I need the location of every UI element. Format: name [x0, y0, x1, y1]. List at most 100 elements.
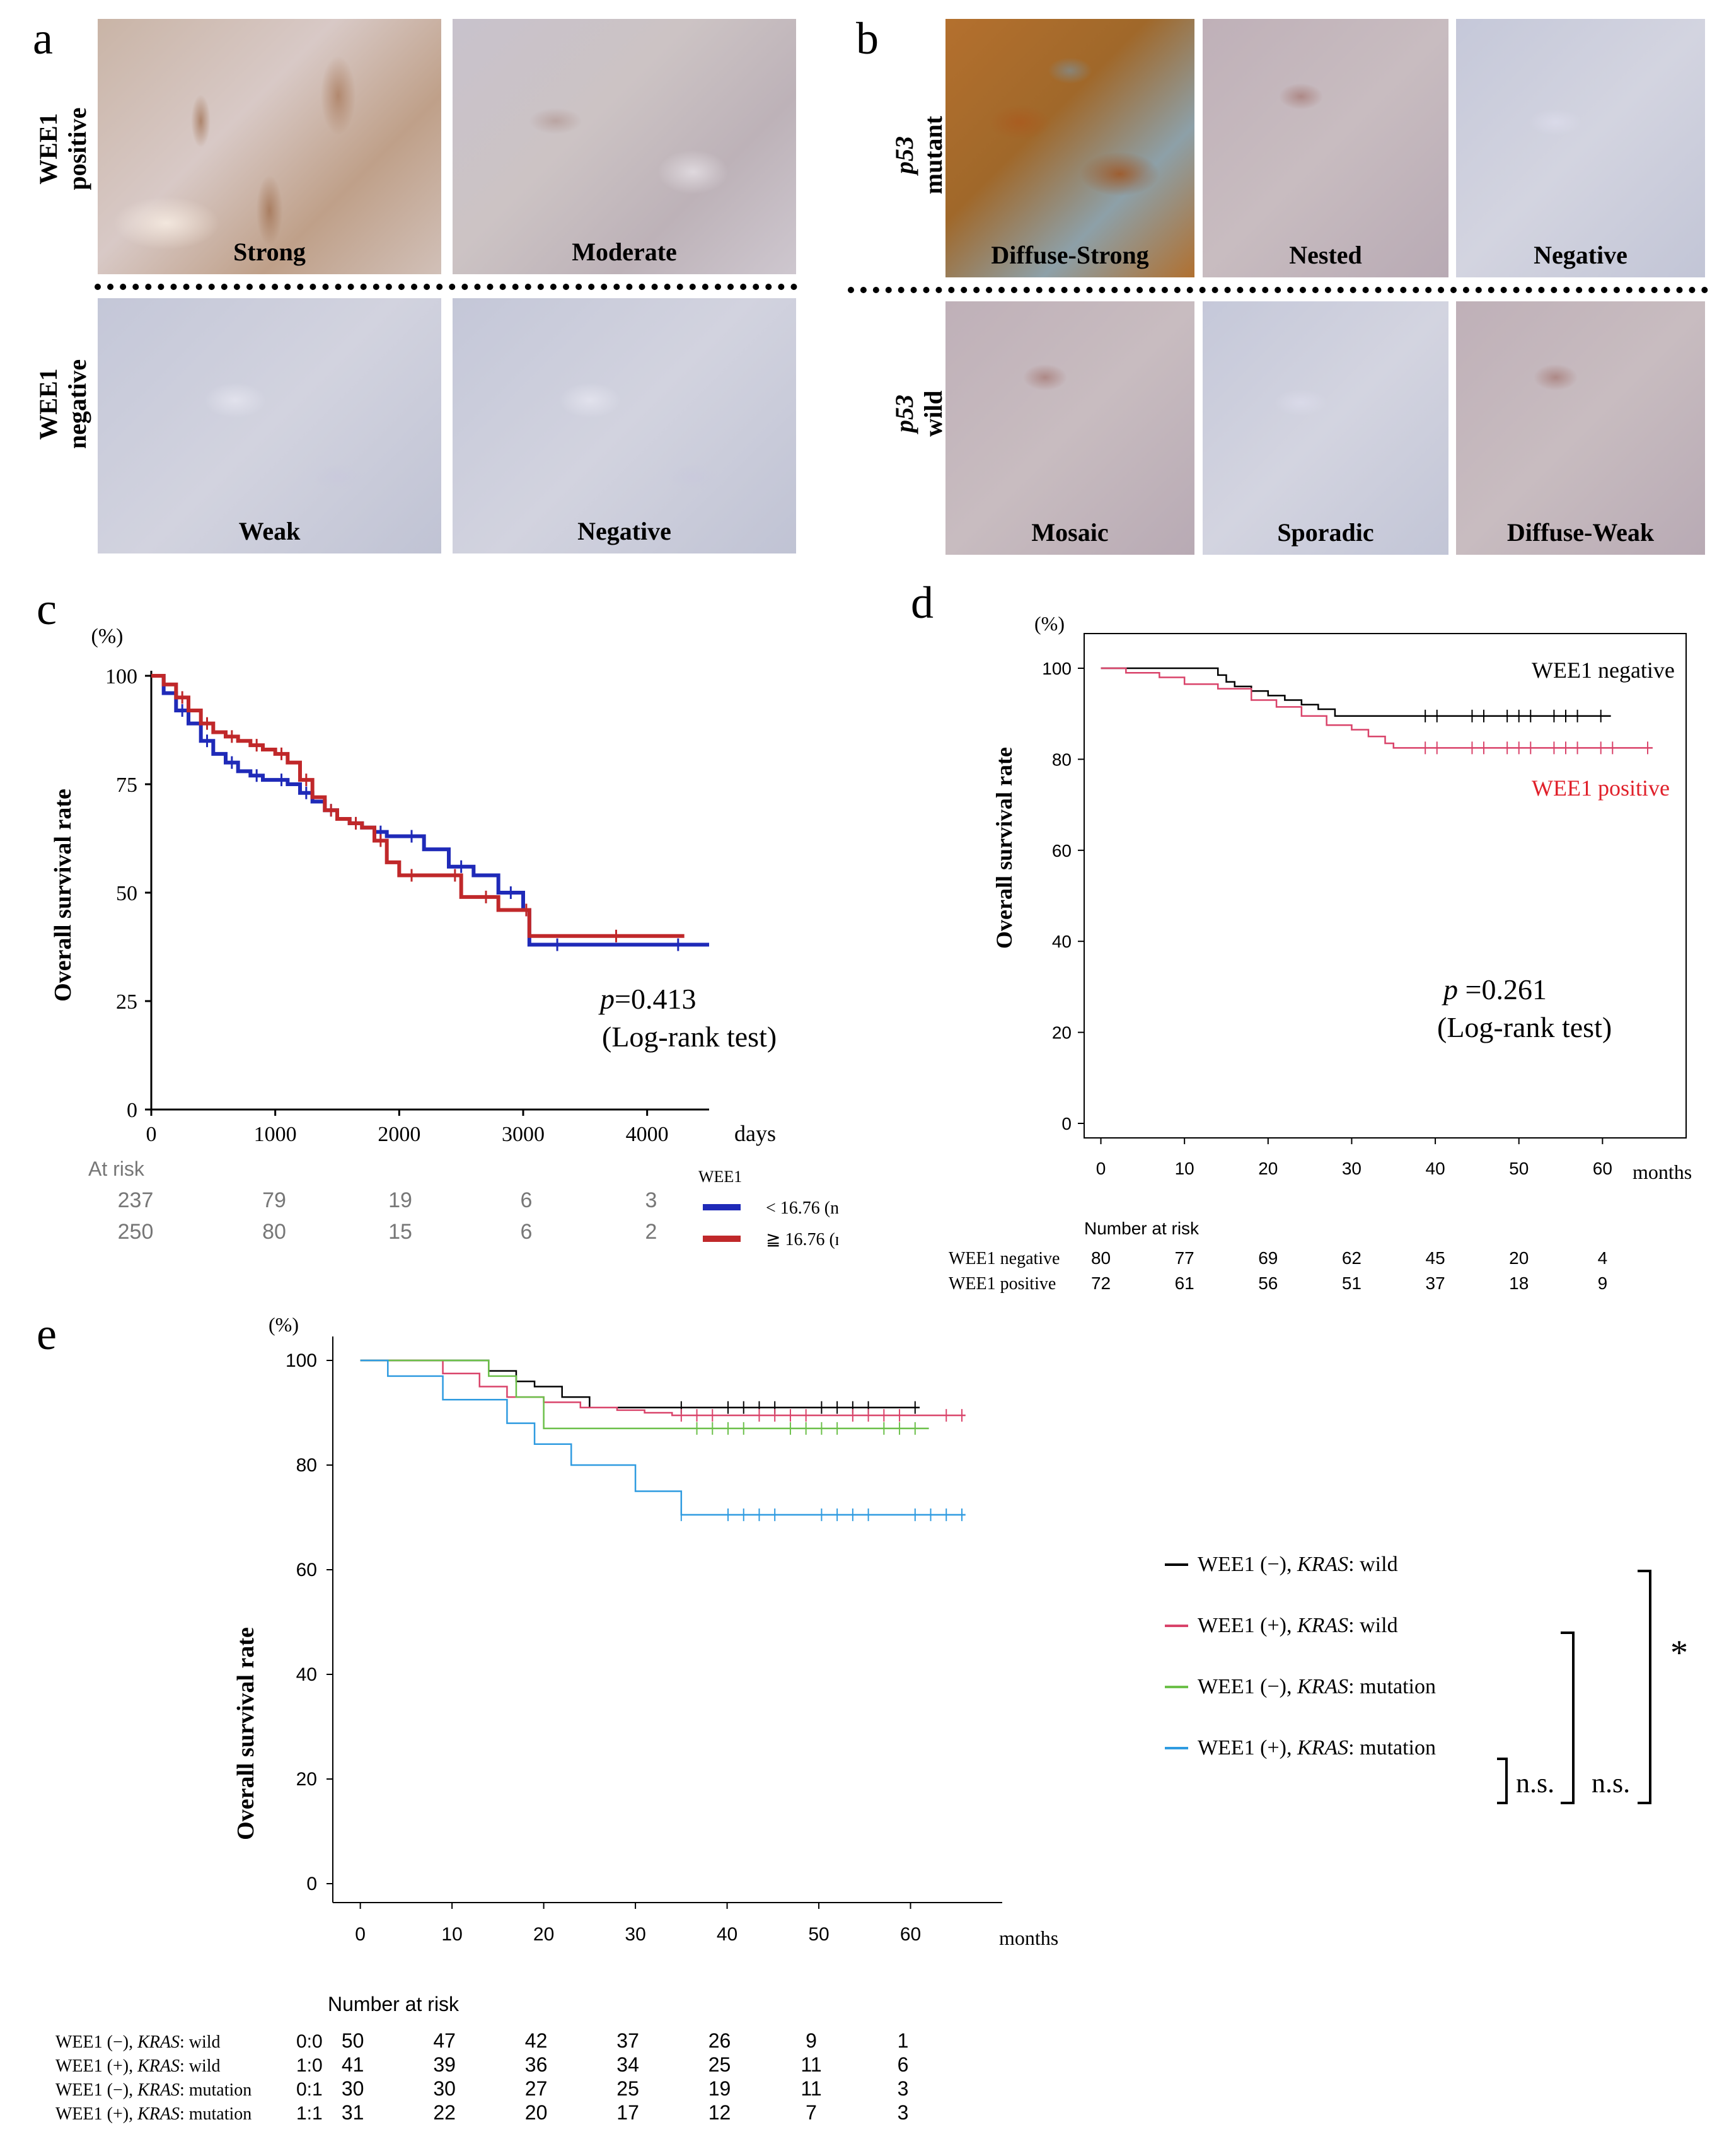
risk-cell: 12 [708, 2101, 731, 2124]
x-tick-label: 50 [808, 1924, 829, 1945]
test-name: (Log-rank test) [1437, 1011, 1612, 1043]
micrograph-negative-b: Negative [1456, 19, 1705, 277]
panel-b-row-label-mutant: p53 mutant [890, 79, 948, 231]
y-tick-label: 50 [116, 882, 137, 905]
risk-code: 0:1 [296, 2079, 323, 2100]
micrograph-caption: Negative [577, 517, 671, 545]
y-tick-label: 100 [286, 1350, 317, 1371]
legend-entry: WEE1 (−), KRAS: wild [1198, 1553, 1398, 1576]
km-series-line-3 [360, 1359, 966, 1516]
at-risk-title: At risk [88, 1157, 145, 1180]
chart-d: (%) Overall survival rate 0 20 40 60 80 100 0 1… [949, 612, 1692, 1294]
micrograph-caption: Nested [1289, 241, 1362, 269]
at-risk-cell: 15 [388, 1220, 412, 1244]
risk-cell: 42 [525, 2029, 548, 2052]
km-series-line-0 [1101, 667, 1611, 717]
legend-label-low: < 16.76 (n=237) [766, 1198, 838, 1218]
x-tick-label: 30 [625, 1924, 645, 1945]
risk-cell: 7 [806, 2101, 817, 2124]
y-unit-label: (%) [269, 1313, 299, 1336]
significance-brackets [1497, 1570, 1651, 1804]
x-tick-label: 50 [1509, 1159, 1529, 1178]
risk-row-label: WEE1 positive [949, 1274, 1056, 1294]
series-group [151, 674, 709, 951]
y-tick-label: 40 [1052, 932, 1072, 951]
risk-cell: 72 [1091, 1273, 1111, 1293]
risk-cell: 1 [898, 2029, 909, 2052]
micrograph-diffuse-strong: Diffuse-Strong [945, 19, 1194, 277]
risk-cell: 25 [708, 2053, 731, 2076]
row-label-line1: WEE1 [34, 113, 62, 185]
x-tick-label: 40 [1426, 1159, 1445, 1178]
dotted-divider-a [95, 284, 797, 290]
km-series-line-1 [1101, 667, 1653, 749]
risk-cell: 31 [342, 2101, 364, 2124]
chart-axes [150, 671, 709, 1111]
micrograph-moderate: Moderate [453, 19, 796, 274]
chart-axes [1084, 633, 1687, 1139]
legend-entry: WEE1 (−), KRAS: mutation [1198, 1675, 1436, 1698]
x-tick-label: 0 [355, 1924, 366, 1945]
risk-cell: 39 [433, 2053, 456, 2076]
micrograph-strong: Strong [98, 19, 441, 274]
risk-cell: 56 [1258, 1273, 1278, 1293]
bracket-inner [1497, 1758, 1508, 1804]
p-value: p=0.413 [598, 983, 696, 1015]
risk-row-label: WEE1 (+), KRAS: mutation [55, 2104, 251, 2124]
chart-axes [332, 1336, 1002, 1903]
y-tick-label: 80 [1052, 750, 1072, 769]
row-label-gene: p53 [890, 395, 918, 432]
risk-cell: 30 [433, 2077, 456, 2100]
plot-frame [1084, 633, 1687, 1139]
y-tick-label: 60 [296, 1560, 317, 1580]
risk-cell: 22 [433, 2101, 456, 2124]
x-tick-label: 10 [441, 1924, 462, 1945]
risk-cell: 47 [433, 2029, 456, 2052]
risk-row-label: WEE1 (+), KRAS: wild [55, 2056, 221, 2076]
risk-cell: 61 [1175, 1273, 1194, 1293]
risk-cell: 4 [1598, 1248, 1608, 1268]
at-risk-cell: 80 [262, 1220, 286, 1244]
risk-cell: 6 [898, 2053, 909, 2076]
micrograph-negative-a: Negative [453, 298, 796, 553]
y-tick-label: 60 [1052, 841, 1072, 861]
micrograph-mosaic: Mosaic [945, 301, 1194, 555]
risk-cell: 69 [1258, 1248, 1278, 1268]
legend: WEE1 (−), KRAS: wild WEE1 (+), KRAS: wild… [1165, 1553, 1436, 1759]
at-risk-cell: 6 [521, 1188, 533, 1212]
y-tick-label: 80 [296, 1455, 317, 1476]
at-risk-cell: 19 [388, 1188, 412, 1212]
x-tick-label: 0 [1096, 1159, 1106, 1178]
y-unit-label: (%) [1034, 612, 1065, 635]
risk-cell: 37 [616, 2029, 639, 2052]
micrograph-caption: Diffuse-Weak [1506, 518, 1655, 547]
y-tick-label: 75 [116, 774, 137, 797]
risk-row-label: WEE1 (−), KRAS: mutation [55, 2080, 251, 2100]
at-risk-cell: 237 [118, 1188, 154, 1212]
dotted-divider-b [848, 287, 1708, 293]
risk-code: 0:0 [296, 2031, 323, 2052]
risk-cell: 9 [806, 2029, 817, 2052]
risk-cell: 30 [342, 2077, 364, 2100]
y-tick-label: 100 [1042, 659, 1072, 678]
risk-cell: 25 [616, 2077, 639, 2100]
micrograph-nested: Nested [1203, 19, 1448, 277]
risk-cell: 80 [1091, 1248, 1111, 1268]
risk-cell: 26 [708, 2029, 731, 2052]
y-tick-label: 0 [127, 1099, 137, 1122]
legend-entry: WEE1 (+), KRAS: mutation [1198, 1736, 1436, 1759]
row-label-line1: WEE1 [34, 368, 62, 440]
panel-c-letter: c [37, 584, 57, 634]
micrograph-sporadic: Sporadic [1203, 301, 1448, 555]
legend-entry: WEE1 (+), KRAS: wild [1198, 1614, 1398, 1637]
tick-labels: 0 20 40 60 80 100 0 10 20 30 40 50 60 [1042, 659, 1612, 1178]
x-tick-label: 60 [900, 1924, 921, 1945]
panel-a-row-label-positive: WEE1 positive [34, 73, 92, 224]
y-tick-label: 20 [1052, 1023, 1072, 1043]
significance-ns-2: n.s. [1592, 1768, 1630, 1799]
km-series-line-2 [360, 1359, 929, 1430]
row-label-line2: wild [919, 390, 947, 437]
km-series-line-1 [360, 1359, 966, 1417]
